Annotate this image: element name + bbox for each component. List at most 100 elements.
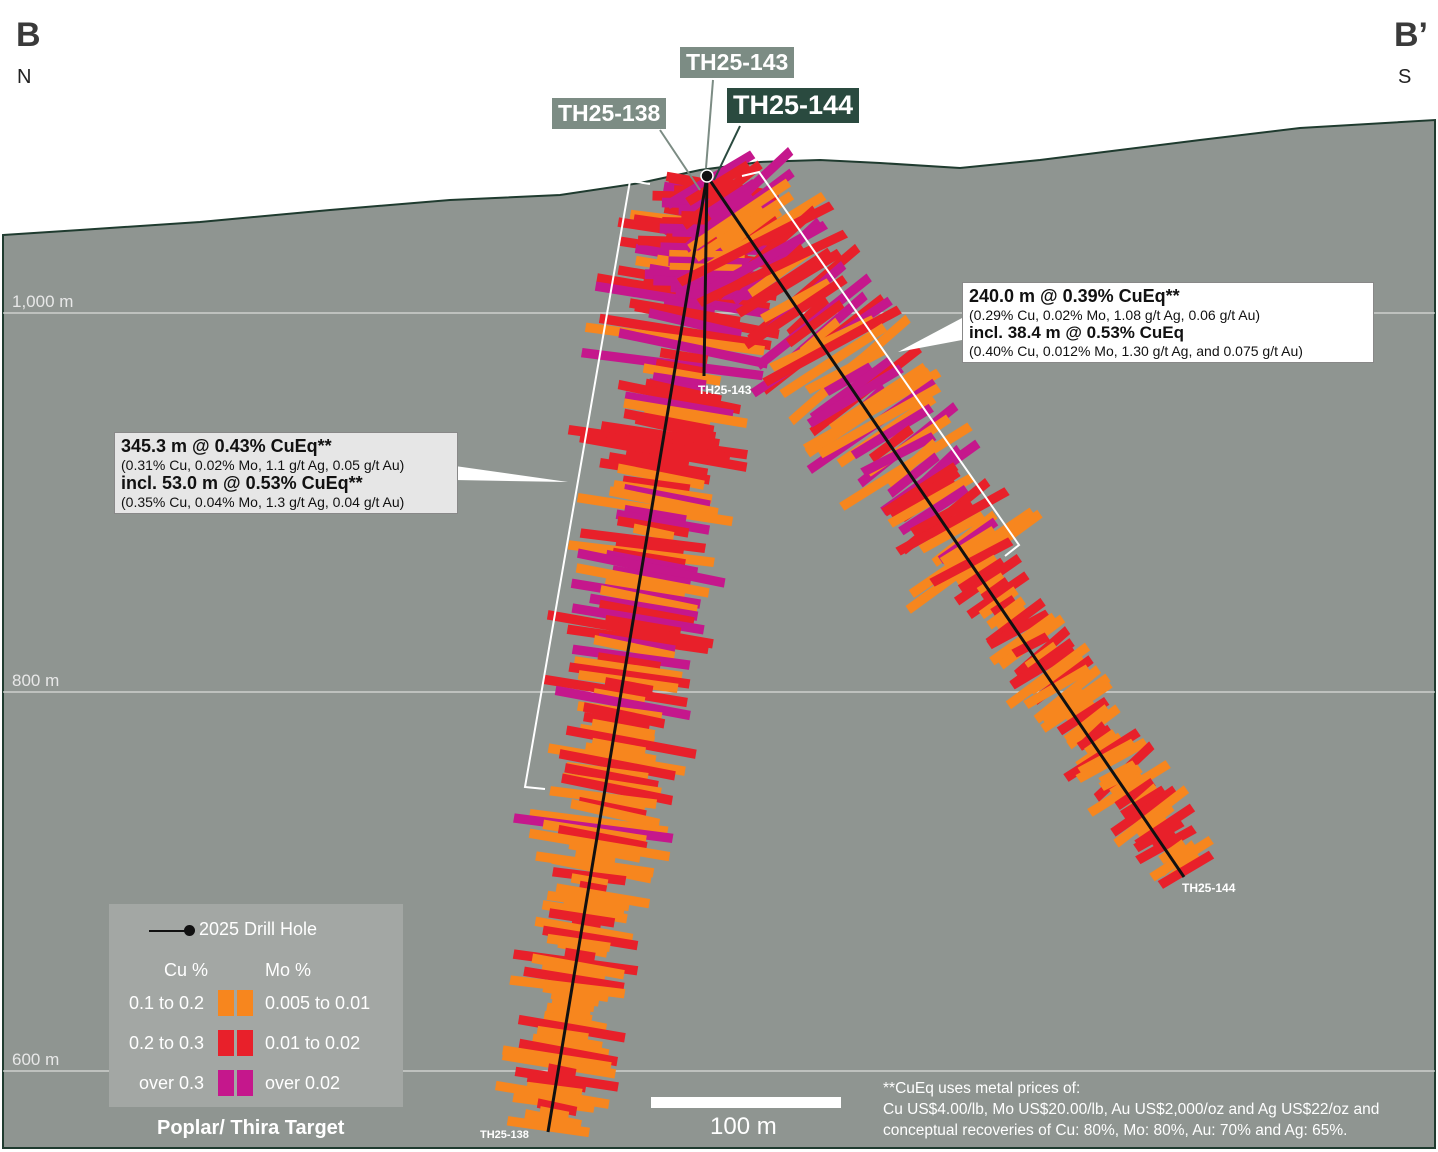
th25-138-assay-bar xyxy=(582,702,666,729)
th25-138-assay-bar xyxy=(565,725,697,759)
th25-138-assay-bar xyxy=(634,301,780,339)
callout-138-headline: 345.3 m @ 0.43% CuEq** xyxy=(121,436,332,456)
th25-144-assay-bar xyxy=(868,425,914,463)
th25-144-assay-bar xyxy=(850,403,934,460)
th25-144-assay-bar xyxy=(887,452,940,498)
legend-cu-row-3: over 0.3 xyxy=(139,1073,205,1093)
callout-144-detail: (0.29% Cu, 0.02% Mo, 1.08 g/t Ag, 0.06 g… xyxy=(969,307,1261,323)
th25-144-assay-bar xyxy=(1056,697,1110,736)
cueq-note-line-1: **CuEq uses metal prices of: xyxy=(883,1080,1081,1097)
th25-144-assay-bar xyxy=(817,383,942,459)
th25-144-assay-bar xyxy=(1114,778,1156,811)
th25-144-assay-bar xyxy=(718,207,783,253)
th25-138-assay-bar xyxy=(570,799,661,829)
cueq-note-line-2: Cu US$4.00/lb, Mo US$20.00/lb, Au US$2,0… xyxy=(883,1101,1380,1118)
th25-138-assay-bar xyxy=(598,313,772,351)
section-end-label: B’ xyxy=(1394,16,1428,54)
th25-144-assay-bar xyxy=(909,497,973,537)
legend-swatch-red xyxy=(218,1030,253,1061)
legend-mo-row-2: 0.01 to 0.02 xyxy=(265,1033,361,1053)
th25-144-assay-bar xyxy=(1084,729,1118,757)
callout-138-incl-detail: (0.35% Cu, 0.04% Mo, 1.3 g/t Ag, 0.04 g/… xyxy=(121,494,405,510)
th25-138-assay-bar xyxy=(617,463,705,490)
th25-144-assay-bar xyxy=(786,295,830,339)
south-label: S xyxy=(1398,66,1412,88)
th25-144-assay-bar xyxy=(986,596,1027,630)
th25-144-assay-bar xyxy=(759,278,832,323)
callout-th25-138: 345.3 m @ 0.43% CuEq** (0.31% Cu, 0.02% … xyxy=(114,432,458,514)
th25-138-assay-bar xyxy=(577,548,726,588)
th25-138-assay-bar xyxy=(632,523,675,542)
th25-144-assay-bar xyxy=(685,160,752,206)
th25-144-assay-bar xyxy=(687,178,792,253)
th25-144-assay-bar xyxy=(986,609,1051,650)
elev-label-600: 600 m xyxy=(12,1050,60,1069)
th25-138-assay-bar xyxy=(593,635,676,661)
callout-138-incl: incl. 53.0 m @ 0.53% CuEq** xyxy=(121,473,363,493)
cueq-note-line-3: conceptual recoveries of Cu: 80%, Mo: 80… xyxy=(883,1122,1348,1139)
th25-138-assay-bar xyxy=(568,839,641,863)
th25-144-assay-bar xyxy=(785,299,845,348)
th25-138-assay-bar xyxy=(634,414,717,442)
th25-144-assay-bar xyxy=(802,368,942,453)
th25-138-assay-bar xyxy=(547,1063,577,1079)
th25-144-assay-bar xyxy=(1120,785,1167,819)
th25-138-assay-bar xyxy=(564,947,596,963)
th25-138-assay-bar xyxy=(524,1109,582,1130)
legend-drill-hole-label: 2025 Drill Hole xyxy=(199,919,318,939)
end-label-th25-144: TH25-144 xyxy=(1182,881,1236,895)
tag-pointer-143 xyxy=(705,79,714,169)
callout-pointer-138 xyxy=(455,466,568,482)
th25-144-assay-bar xyxy=(1040,679,1113,733)
callout-144-incl: incl. 38.4 m @ 0.53% CuEq xyxy=(969,323,1184,342)
th25-138-assay-bar xyxy=(579,432,748,472)
th25-144-assay-bar xyxy=(1157,850,1215,889)
end-label-th25-143: TH25-143 xyxy=(698,383,752,397)
drill-trace-138 xyxy=(546,175,709,1133)
th25-138-assay-bar xyxy=(558,749,676,781)
ground-body xyxy=(1,118,1436,1149)
section-start-label: B xyxy=(16,16,41,54)
th25-138-assay-bar xyxy=(554,685,691,721)
th25-144-assay-bar xyxy=(1028,653,1086,695)
th25-138-assay-bar xyxy=(608,486,719,518)
th25-144-assay-bar xyxy=(1075,737,1149,783)
legend-mo-header: Mo % xyxy=(265,960,312,980)
tag-th25-138: TH25-138 xyxy=(552,98,667,129)
th25-144-assay-bar xyxy=(976,572,1007,596)
th25-144-assay-bar xyxy=(1024,641,1059,671)
th25-144-assay-bar xyxy=(1076,724,1113,751)
th25-144-assay-bar xyxy=(980,577,1011,603)
th25-144-assay-bar xyxy=(966,571,1030,620)
legend-drill-marker xyxy=(184,925,195,936)
tag-th25-143: TH25-143 xyxy=(680,47,795,78)
th25-138-assay-bar xyxy=(576,492,734,527)
legend-mo-row-3: over 0.02 xyxy=(265,1073,341,1093)
callout-144-incl-detail: (0.40% Cu, 0.012% Mo, 1.30 g/t Ag, and 0… xyxy=(969,343,1303,359)
th25-138-assay-bar xyxy=(615,536,685,556)
scale-bar xyxy=(651,1097,841,1108)
tag-th25-144: TH25-144 xyxy=(727,88,860,123)
th25-144-assay-bar xyxy=(769,315,877,372)
drill-trace-144 xyxy=(705,175,1186,878)
legend-swatch-magenta xyxy=(218,1070,253,1101)
legend-drill-line xyxy=(149,930,189,932)
th25-144-assay-bar xyxy=(696,229,849,307)
th25-138-assay-bar xyxy=(514,1066,619,1092)
target-name: Poplar/ Thira Target xyxy=(157,1117,345,1139)
scale-label: 100 m xyxy=(710,1113,777,1140)
th25-144-assay-bar xyxy=(1133,818,1185,853)
th25-138-assay-bar xyxy=(571,644,691,670)
tag-pointer-138 xyxy=(659,129,701,191)
th25-144-assay-bar xyxy=(957,557,1006,594)
th25-144-assay-bar xyxy=(1135,825,1197,865)
th25-144-assay-bar xyxy=(1087,760,1171,817)
legend-cu-header: Cu % xyxy=(164,960,209,980)
th25-144-assay-bar xyxy=(1158,839,1187,865)
th25-144-assay-bar xyxy=(1011,632,1051,658)
th25-138-assay-bar xyxy=(575,563,710,598)
th25-138-assay-bar xyxy=(618,328,769,369)
th25-144-assay-bar xyxy=(735,248,843,318)
